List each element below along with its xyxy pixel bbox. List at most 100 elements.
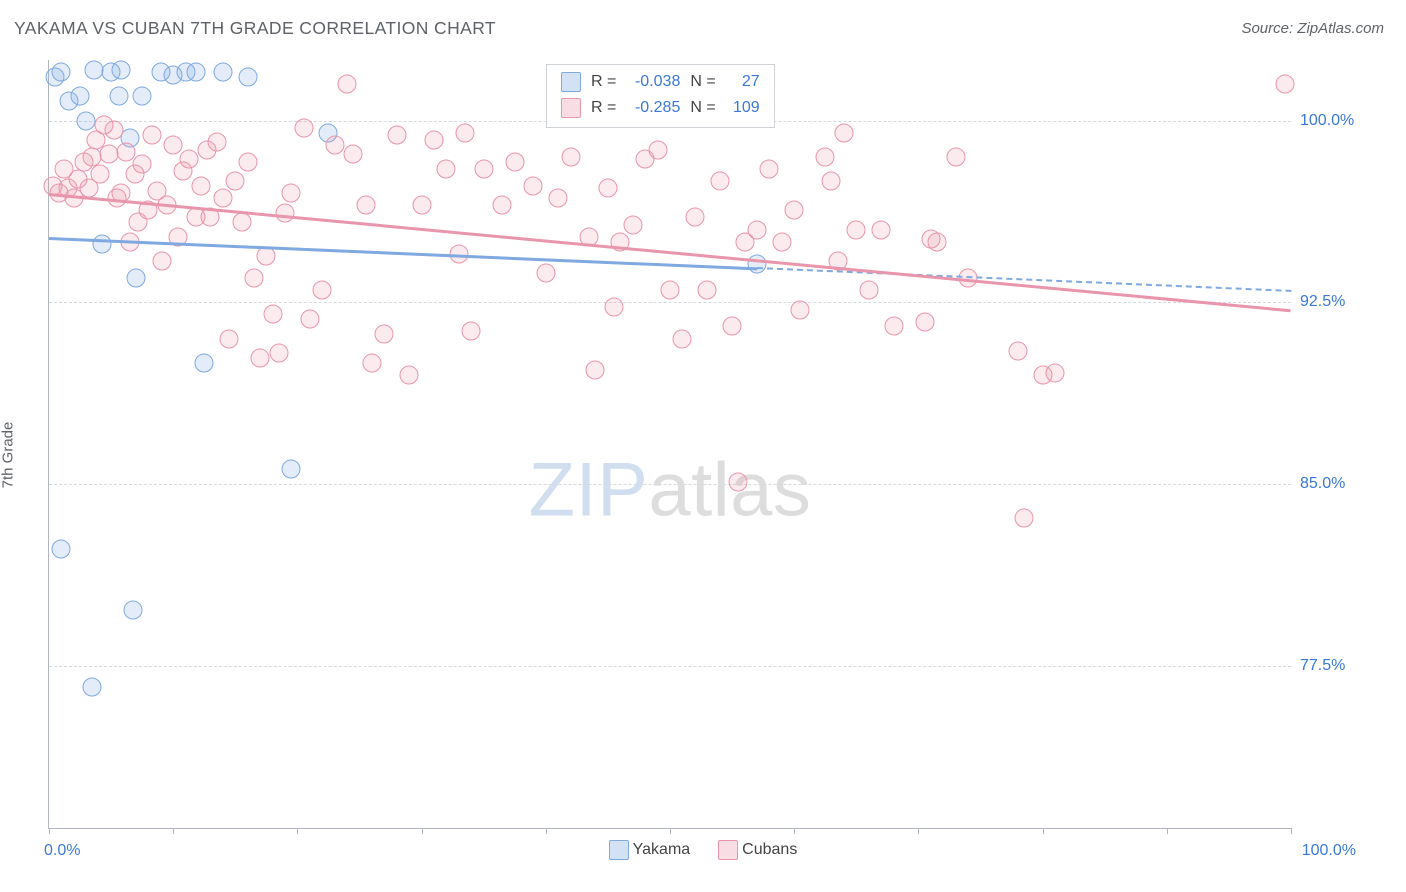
data-point xyxy=(723,317,742,336)
legend-row: R =-0.038N =27 xyxy=(561,69,760,95)
data-point xyxy=(83,678,102,697)
data-point xyxy=(698,281,717,300)
data-point xyxy=(84,60,103,79)
data-point xyxy=(362,353,381,372)
data-point xyxy=(673,329,692,348)
plot-area: ZIPatlas xyxy=(48,60,1291,829)
data-point xyxy=(338,75,357,94)
data-point xyxy=(238,67,257,86)
x-tick xyxy=(546,828,547,834)
data-point xyxy=(104,121,123,140)
data-point xyxy=(685,208,704,227)
data-point xyxy=(186,63,205,82)
data-point xyxy=(462,322,481,341)
data-point xyxy=(195,353,214,372)
data-point xyxy=(52,63,71,82)
data-point xyxy=(747,254,766,273)
y-tick-label: 100.0% xyxy=(1300,112,1354,130)
data-point xyxy=(1008,341,1027,360)
data-point xyxy=(561,147,580,166)
data-point xyxy=(77,111,96,130)
data-point xyxy=(112,60,131,79)
data-point xyxy=(244,269,263,288)
data-point xyxy=(387,126,406,145)
data-point xyxy=(412,196,431,215)
x-tick xyxy=(1167,828,1168,834)
trend-line xyxy=(757,267,1291,292)
correlation-legend: R =-0.038N =27R =-0.285N =109 xyxy=(546,64,775,128)
x-tick xyxy=(918,828,919,834)
gridline-h xyxy=(49,666,1291,667)
gridline-h xyxy=(49,484,1291,485)
data-point xyxy=(191,176,210,195)
x-tick xyxy=(794,828,795,834)
data-point xyxy=(425,130,444,149)
data-point xyxy=(772,232,791,251)
data-point xyxy=(226,172,245,191)
data-point xyxy=(785,201,804,220)
legend-swatch xyxy=(718,840,738,860)
x-tick xyxy=(422,828,423,834)
data-point xyxy=(747,220,766,239)
data-point xyxy=(238,152,257,171)
source-attribution: Source: ZipAtlas.com xyxy=(1241,20,1384,37)
legend-swatch xyxy=(609,840,629,860)
y-tick-label: 77.5% xyxy=(1300,657,1345,675)
data-point xyxy=(375,324,394,343)
data-point xyxy=(847,220,866,239)
data-point xyxy=(623,215,642,234)
data-point xyxy=(760,160,779,179)
data-point xyxy=(505,152,524,171)
y-axis-title: 7th Grade xyxy=(0,422,17,489)
data-point xyxy=(816,147,835,166)
data-point xyxy=(143,126,162,145)
data-point xyxy=(109,87,128,106)
series-legend-label: Cubans xyxy=(742,841,797,859)
data-point xyxy=(251,348,270,367)
data-point xyxy=(915,312,934,331)
r-label: R = xyxy=(591,69,616,95)
series-legend-item: Yakama xyxy=(609,840,691,860)
data-point xyxy=(133,87,152,106)
data-point xyxy=(99,145,118,164)
data-point xyxy=(263,305,282,324)
r-value: -0.038 xyxy=(622,69,680,95)
x-tick xyxy=(297,828,298,834)
data-point xyxy=(275,203,294,222)
legend-swatch xyxy=(561,72,581,92)
series-legend-label: Yakama xyxy=(633,841,691,859)
data-point xyxy=(133,155,152,174)
data-point xyxy=(661,281,680,300)
data-point xyxy=(294,118,313,137)
watermark: ZIPatlas xyxy=(529,447,812,534)
data-point xyxy=(1014,508,1033,527)
data-point xyxy=(93,235,112,254)
data-point xyxy=(791,300,810,319)
data-point xyxy=(282,460,301,479)
data-point xyxy=(946,147,965,166)
y-tick-label: 92.5% xyxy=(1300,293,1345,311)
x-tick xyxy=(1043,828,1044,834)
data-point xyxy=(474,160,493,179)
data-point xyxy=(1046,363,1065,382)
data-point xyxy=(213,189,232,208)
data-point xyxy=(213,63,232,82)
data-point xyxy=(1275,75,1294,94)
data-point xyxy=(605,298,624,317)
data-point xyxy=(729,472,748,491)
data-point xyxy=(207,133,226,152)
data-point xyxy=(232,213,251,232)
data-point xyxy=(437,160,456,179)
data-point xyxy=(493,196,512,215)
series-legend-item: Cubans xyxy=(718,840,797,860)
data-point xyxy=(325,135,344,154)
legend-row: R =-0.285N =109 xyxy=(561,95,760,121)
data-point xyxy=(400,365,419,384)
watermark-part1: ZIP xyxy=(529,448,649,533)
data-point xyxy=(884,317,903,336)
data-point xyxy=(117,143,136,162)
chart-title: YAKAMA VS CUBAN 7TH GRADE CORRELATION CH… xyxy=(14,18,496,39)
x-tick xyxy=(173,828,174,834)
data-point xyxy=(598,179,617,198)
data-point xyxy=(90,164,109,183)
